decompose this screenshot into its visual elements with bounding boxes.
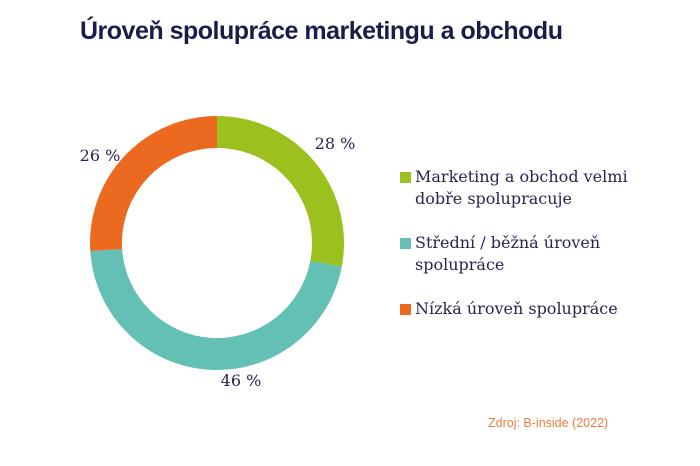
data-label-0: 28 %: [315, 134, 356, 153]
donut-slice-2: [89, 116, 217, 251]
legend-item-1: Střední / běžná úroveň spolupráce: [400, 232, 615, 276]
chart-title: Úroveň spolupráce marketingu a obchodu: [80, 17, 563, 45]
legend-item-2: Nízká úroveň spolupráce: [400, 298, 655, 320]
legend-item-0: Marketing a obchod velmi dobře spoluprac…: [400, 166, 655, 210]
legend-swatch: [400, 172, 411, 183]
donut-slice-1: [90, 248, 342, 371]
data-label-1: 46 %: [221, 371, 262, 390]
legend-label: Střední / běžná úroveň spolupráce: [415, 233, 601, 274]
legend-swatch: [400, 304, 411, 315]
legend-label: Nízká úroveň spolupráce: [415, 299, 618, 318]
data-label-2: 26 %: [80, 146, 121, 165]
legend-label: Marketing a obchod velmi dobře spoluprac…: [415, 167, 628, 208]
donut-slice-0: [217, 116, 344, 267]
source-note: Zdroj: B-inside (2022): [488, 416, 609, 430]
legend-swatch: [400, 238, 411, 249]
